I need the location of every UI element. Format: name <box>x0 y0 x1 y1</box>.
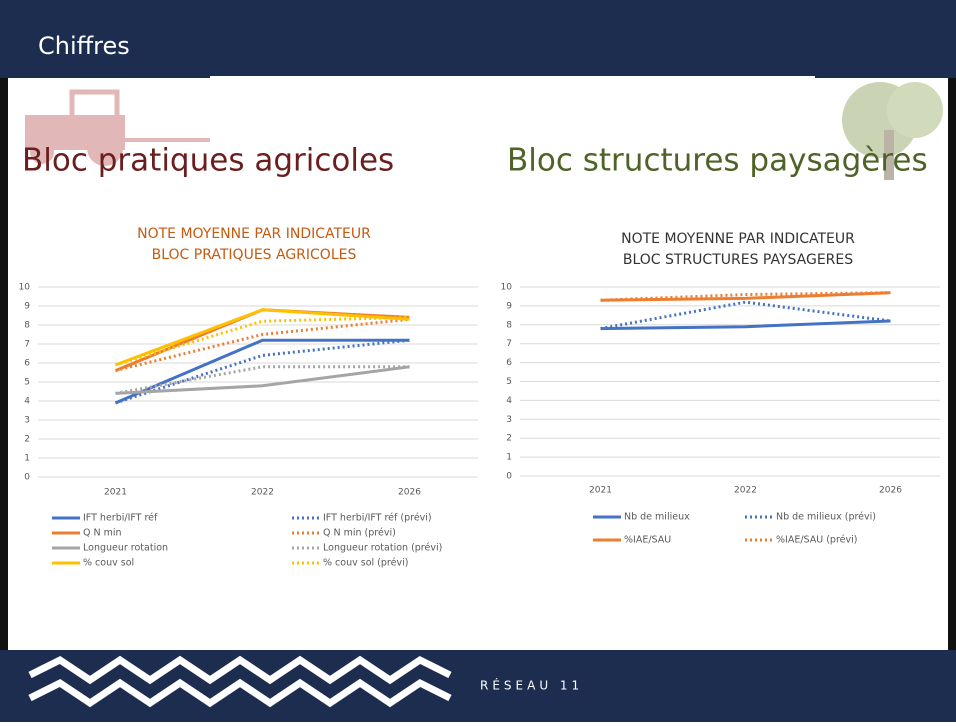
y-tick-label: 9 <box>506 301 512 311</box>
x-tick-label: 2022 <box>734 486 757 496</box>
y-tick-label: 8 <box>24 321 30 331</box>
tree-icon <box>842 82 943 180</box>
y-tick-label: 10 <box>501 283 513 293</box>
series-line <box>114 308 410 367</box>
y-tick-label: 10 <box>19 283 31 293</box>
y-tick-label: 4 <box>506 396 512 406</box>
header-bar <box>0 0 956 78</box>
y-tick-label: 9 <box>24 302 30 312</box>
chart-title: NOTE MOYENNE PAR INDICATEUR <box>621 231 855 247</box>
legend-label: % couv sol (prévi) <box>323 558 408 569</box>
series-line <box>115 317 410 373</box>
y-tick-label: 1 <box>506 453 512 463</box>
y-tick-label: 4 <box>24 397 30 407</box>
header-rule <box>210 76 815 79</box>
header-title: Chiffres <box>38 32 130 60</box>
series-line <box>115 315 410 367</box>
section-heading: Bloc pratiques agricoles <box>22 143 394 179</box>
legend-label: %IAE/SAU <box>624 535 671 546</box>
legend-label: % couv sol <box>83 558 134 569</box>
y-tick-label: 2 <box>24 435 30 445</box>
footer-bar <box>0 650 956 722</box>
chart-title: BLOC STRUCTURES PAYSAGERES <box>623 252 853 268</box>
y-tick-label: 2 <box>506 434 512 444</box>
y-tick-label: 5 <box>24 378 30 388</box>
series-line <box>114 338 410 405</box>
series-line <box>115 365 410 395</box>
y-tick-label: 3 <box>506 415 512 425</box>
tractor-icon <box>25 89 210 166</box>
legend-label: Longueur rotation (prévi) <box>323 543 442 554</box>
chart-title: NOTE MOYENNE PAR INDICATEUR <box>137 226 371 242</box>
x-tick-label: 2026 <box>879 486 902 496</box>
y-tick-label: 3 <box>24 416 30 426</box>
x-tick-label: 2022 <box>251 488 274 498</box>
x-tick-label: 2021 <box>104 488 127 498</box>
legend-label: Nb de milieux <box>624 512 690 523</box>
legend-label: Q N min <box>83 528 122 539</box>
legend-label: Q N min (prévi) <box>323 528 396 539</box>
footer-logo: RÉSEAU 11 <box>480 678 583 693</box>
edge <box>0 0 8 722</box>
y-tick-label: 0 <box>506 472 512 482</box>
series-line <box>600 319 891 331</box>
y-tick-label: 1 <box>24 454 30 464</box>
footer-pattern <box>28 655 452 708</box>
x-tick-label: 2026 <box>398 488 421 498</box>
series-line <box>600 291 891 302</box>
section-heading: Bloc structures paysagères <box>507 143 928 179</box>
y-tick-label: 6 <box>506 358 512 368</box>
y-tick-label: 7 <box>506 339 512 349</box>
legend-label: Nb de milieux (prévi) <box>776 512 876 523</box>
y-tick-label: 6 <box>24 359 30 369</box>
chart-title: BLOC PRATIQUES AGRICOLES <box>152 247 357 263</box>
y-tick-label: 7 <box>24 340 30 350</box>
legend-label: Longueur rotation <box>83 543 168 554</box>
series-line <box>115 338 410 405</box>
y-tick-label: 5 <box>506 377 512 387</box>
edge <box>948 0 956 722</box>
y-tick-label: 0 <box>24 473 30 483</box>
legend-label: IFT herbi/IFT réf <box>83 513 158 524</box>
x-tick-label: 2021 <box>589 486 612 496</box>
y-tick-label: 8 <box>506 320 512 330</box>
legend-label: IFT herbi/IFT réf (prévi) <box>323 513 432 524</box>
legend-label: %IAE/SAU (prévi) <box>776 535 857 546</box>
